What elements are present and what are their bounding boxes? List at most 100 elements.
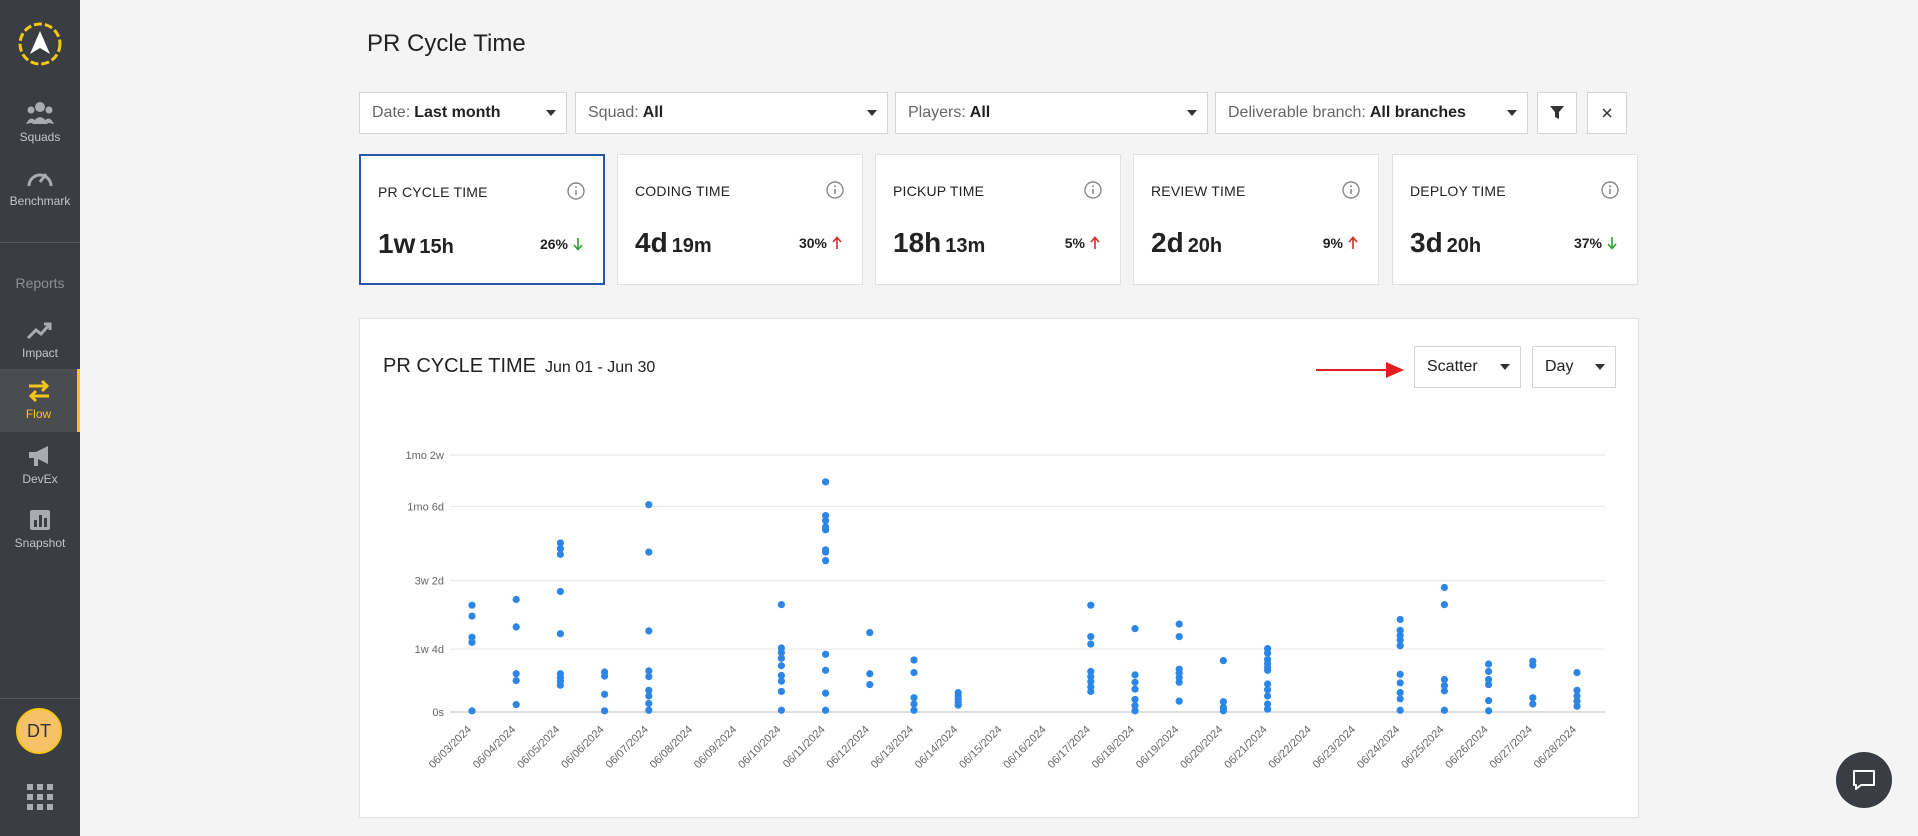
info-icon[interactable]	[1601, 181, 1619, 199]
branch-filter-dropdown[interactable]: Deliverable branch: All branches	[1215, 92, 1528, 134]
x-tick-label: 06/14/2024	[913, 724, 960, 771]
data-point	[1087, 640, 1095, 648]
sidebar-item-squads[interactable]: Squads	[0, 100, 80, 144]
data-point	[822, 523, 830, 531]
granularity-select[interactable]: Day	[1532, 346, 1616, 388]
info-icon[interactable]	[1342, 181, 1360, 199]
gauge-icon	[27, 173, 53, 187]
data-point	[822, 478, 830, 486]
metric-card-deploy-time[interactable]: DEPLOY TIME 3d 20h 37%	[1392, 154, 1638, 285]
data-point	[645, 501, 653, 509]
x-tick-label: 06/25/2024	[1399, 724, 1446, 771]
chevron-down-icon	[1595, 364, 1605, 370]
metric-card-pickup-time[interactable]: PICKUP TIME 18h 13m 5%	[875, 154, 1121, 285]
bar-chart-icon	[30, 510, 50, 530]
metric-value: 4d 19m	[635, 227, 712, 259]
data-point	[1440, 601, 1448, 609]
metric-value-major: 4d	[635, 227, 668, 258]
metric-label: DEPLOY TIME	[1410, 183, 1506, 199]
data-point	[822, 511, 830, 520]
data-point	[1573, 686, 1581, 694]
metric-value-minor: 13m	[945, 235, 986, 257]
scatter-chart: 0s 1w 4d 3w 2d 1mo 6d 1mo 2w 06/03/202406/04/…	[405, 450, 1605, 771]
squad-filter-dropdown[interactable]: Squad: All	[575, 92, 888, 134]
chevron-down-icon	[1507, 110, 1517, 116]
avatar[interactable]: DT	[16, 708, 62, 754]
apps-grid-icon[interactable]	[27, 784, 53, 810]
data-point	[1264, 686, 1272, 694]
x-tick-label: 06/09/2024	[692, 724, 739, 771]
chart-title: PR CYCLE TIME	[383, 355, 536, 377]
data-point	[1087, 683, 1095, 691]
annotation-arrow-icon	[1316, 362, 1404, 378]
sidebar-item-snapshot[interactable]: Snapshot	[0, 508, 80, 550]
data-point	[1219, 657, 1227, 665]
chart-type-select[interactable]: Scatter	[1414, 346, 1521, 388]
x-tick-label: 06/28/2024	[1532, 724, 1579, 771]
x-tick-label: 06/16/2024	[1001, 724, 1048, 771]
info-icon[interactable]	[826, 181, 844, 199]
page-title: PR Cycle Time	[367, 30, 526, 57]
sidebar-item-impact[interactable]: Impact	[0, 318, 80, 360]
chart-type-value: Scatter	[1427, 358, 1478, 375]
data-point	[1485, 696, 1493, 705]
data-point	[1175, 697, 1183, 705]
sidebar-item-flow[interactable]: Flow	[0, 369, 80, 432]
chat-button[interactable]	[1836, 752, 1892, 808]
metric-value-major: 1w	[378, 228, 416, 259]
y-tick-label: 1mo 2w	[405, 450, 444, 462]
data-point	[1219, 698, 1227, 706]
metric-card-coding-time[interactable]: CODING TIME 4d 19m 30%	[617, 154, 863, 285]
advanced-filter-button[interactable]	[1537, 92, 1577, 134]
players-filter-dropdown[interactable]: Players: All	[895, 92, 1208, 134]
x-tick-label: 06/03/2024	[427, 724, 474, 771]
y-tick-label: 3w 2d	[415, 576, 444, 588]
data-point	[512, 670, 520, 678]
app-logo-icon[interactable]	[18, 22, 62, 66]
metric-delta: 5%	[1065, 235, 1100, 251]
data-point	[645, 699, 653, 708]
info-icon[interactable]	[1084, 181, 1102, 199]
data-point	[468, 633, 476, 641]
data-point	[645, 667, 653, 675]
metric-delta-value: 30%	[798, 235, 827, 251]
sidebar: Squads Benchmark Reports Impact Flow Dev…	[0, 0, 80, 836]
data-point	[556, 545, 564, 553]
metric-card-pr-cycle-time[interactable]: PR CYCLE TIME 1w 15h 26%	[359, 154, 605, 285]
data-point	[1175, 633, 1183, 641]
data-point	[1396, 695, 1404, 703]
metric-card-review-time[interactable]: REVIEW TIME 2d 20h 9%	[1133, 154, 1379, 285]
data-point	[468, 601, 476, 609]
data-point	[1485, 680, 1493, 689]
chart-date-range: Jun 01 - Jun 30	[545, 359, 656, 376]
chat-bubble-icon	[1853, 770, 1875, 790]
metric-delta: 9%	[1323, 235, 1358, 251]
data-point	[512, 623, 520, 631]
chevron-down-icon	[867, 110, 877, 116]
data-point	[556, 587, 564, 596]
data-point	[910, 700, 918, 708]
date-filter-dropdown[interactable]: Date: Last month	[359, 92, 567, 134]
megaphone-icon	[29, 446, 48, 466]
data-point	[954, 688, 962, 697]
data-point	[1087, 667, 1095, 676]
x-tick-label: 06/04/2024	[471, 724, 518, 771]
metric-delta-value: 26%	[539, 236, 568, 252]
data-point	[866, 629, 874, 637]
sidebar-item-benchmark[interactable]: Benchmark	[0, 166, 80, 208]
arrow-up-icon	[1348, 236, 1358, 249]
x-tick-label: 06/21/2024	[1222, 724, 1269, 771]
data-point	[556, 630, 564, 638]
sidebar-item-label: Flow	[25, 407, 52, 421]
data-point	[1529, 657, 1537, 665]
chevron-down-icon	[1187, 110, 1197, 116]
data-point	[468, 638, 476, 646]
metric-value-major: 2d	[1151, 227, 1184, 258]
data-point	[1396, 688, 1404, 697]
data-point	[1396, 679, 1404, 687]
filter-label: Squad:	[588, 104, 639, 121]
clear-filters-button[interactable]	[1587, 92, 1627, 134]
y-tick-label: 1w 4d	[415, 644, 444, 656]
info-icon[interactable]	[567, 182, 585, 200]
sidebar-item-devex[interactable]: DevEx	[0, 444, 80, 486]
